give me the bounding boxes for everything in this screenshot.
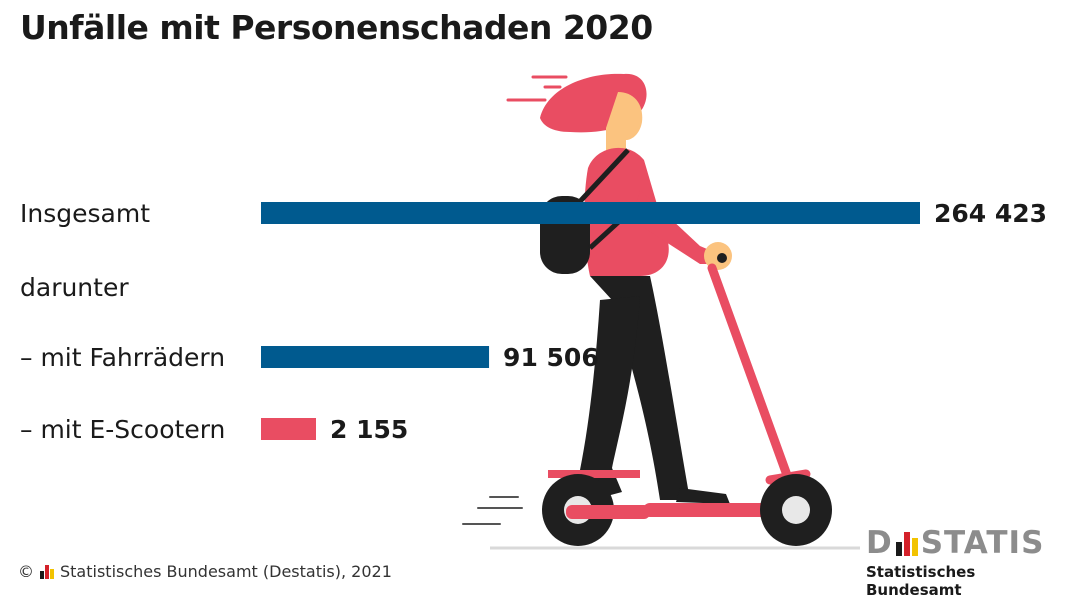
bars-layer: Insgesamt 264 423 – mit Fahrrädern 91 506 – … — [20, 199, 1047, 444]
bar — [261, 418, 316, 440]
bar — [261, 346, 490, 368]
value-label: 264 423 — [934, 199, 1047, 228]
destatis-flag-icon — [40, 564, 54, 579]
category-label: – mit Fahrrädern — [20, 343, 225, 372]
logo-word-left: D — [866, 525, 893, 561]
logo-word-right: STATIS — [920, 525, 1045, 561]
scooter-rider-illustration — [462, 73, 860, 550]
page-title: Unfälle mit Personenschaden 2020 — [20, 8, 653, 47]
category-label: Insgesamt — [20, 199, 150, 228]
sub-heading-label: darunter — [20, 273, 129, 302]
copyright-symbol: © — [18, 562, 34, 581]
destatis-logo: D STATIS Statistisches Bundesamt — [866, 525, 1052, 600]
bar — [261, 202, 920, 224]
category-label: – mit E-Scootern — [20, 415, 225, 444]
value-label: 2 155 — [330, 415, 408, 444]
value-label: 91 506 — [503, 343, 599, 372]
logo-subtitle: Statistisches Bundesamt — [866, 563, 976, 599]
logo-bars-icon — [895, 531, 918, 556]
footer-source: © Statistisches Bundesamt (Destatis), 20… — [18, 562, 392, 581]
source-text: Statistisches Bundesamt (Destatis), 2021 — [60, 562, 392, 581]
